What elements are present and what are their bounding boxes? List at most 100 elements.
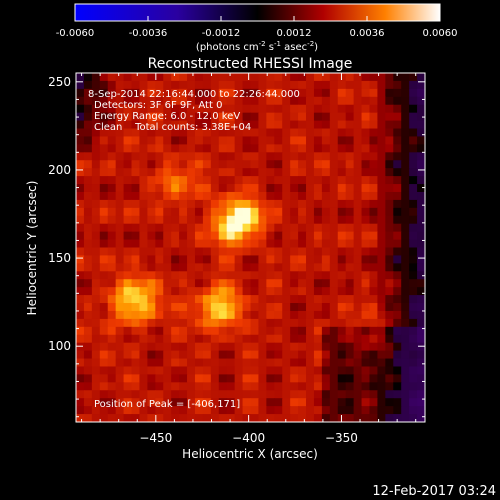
heatmap-cell (115, 160, 125, 169)
heatmap-cell (409, 318, 418, 328)
heatmap-cell (76, 255, 85, 264)
heatmap-cell (274, 342, 283, 352)
heatmap-cell (290, 310, 299, 320)
heatmap-cell (210, 382, 220, 391)
annotation-time-range: 8-Sep-2014 22:16:44.000 to 22:26:44.000 (88, 89, 300, 100)
heatmap-cell (194, 120, 204, 130)
heatmap-cell (83, 88, 93, 98)
heatmap-cell (210, 88, 220, 98)
heatmap-cell (76, 303, 85, 312)
heatmap-cell (361, 207, 371, 217)
heatmap-cell (171, 96, 180, 106)
heatmap-cell (83, 326, 93, 336)
heatmap-cell (76, 112, 85, 122)
heatmap-cell (401, 326, 410, 336)
heatmap-cell (393, 287, 402, 296)
heatmap-cell (226, 73, 236, 82)
heatmap-cell (139, 239, 148, 249)
heatmap-cell (187, 326, 196, 336)
heatmap-cell (313, 414, 323, 422)
heatmap-cell (409, 271, 418, 280)
heatmap-cell (107, 136, 117, 145)
heatmap-cell (99, 96, 109, 106)
heatmap-cell (361, 160, 371, 169)
heatmap-cell (202, 199, 212, 209)
heatmap-cell (147, 120, 156, 130)
heatmap-cell (76, 406, 85, 415)
heatmap-cell (91, 382, 101, 391)
heatmap-cell (321, 96, 331, 106)
heatmap-cell (321, 247, 331, 257)
heatmap-cell (171, 112, 180, 122)
heatmap-cell (99, 88, 109, 98)
heatmap-cell (377, 350, 386, 360)
heatmap-cell (83, 255, 93, 264)
heatmap-cell (91, 279, 101, 288)
heatmap-cell (202, 414, 212, 422)
heatmap-cell (226, 318, 236, 328)
heatmap-cell (99, 112, 109, 122)
heatmap-cell (171, 207, 180, 217)
heatmap-cell (242, 215, 252, 225)
heatmap-cell (361, 73, 371, 82)
heatmap-cell (409, 239, 418, 249)
heatmap-cell (290, 128, 299, 138)
heatmap-cell (123, 358, 133, 368)
heatmap-cell (242, 104, 252, 114)
heatmap-cell (226, 295, 236, 304)
heatmap-cell (298, 184, 307, 193)
heatmap-cell (163, 112, 172, 122)
heatmap-cell (202, 191, 212, 201)
heatmap-cell (337, 112, 347, 122)
heatmap-cell (242, 207, 252, 217)
heatmap-cell (401, 303, 410, 312)
heatmap-cell (226, 366, 236, 376)
heatmap-cell (131, 263, 141, 272)
heatmap-cell (226, 223, 236, 233)
heatmap-cell (76, 199, 85, 209)
heatmap-cell (409, 398, 418, 407)
heatmap-cell (163, 152, 172, 161)
heatmap-cell (282, 271, 291, 280)
heatmap-cell (179, 310, 188, 320)
heatmap-cell (171, 382, 180, 391)
heatmap-cell (250, 231, 260, 241)
heatmap-cell (337, 168, 347, 177)
heatmap-cell (99, 382, 109, 391)
heatmap-cell (377, 287, 386, 296)
heatmap-cell (377, 176, 386, 185)
heatmap-cell (179, 144, 188, 153)
heatmap-cell (76, 247, 85, 257)
heatmap-cell (369, 207, 379, 217)
heatmap-cell (401, 215, 410, 225)
heatmap-cell (290, 215, 299, 225)
heatmap-cell (393, 398, 402, 407)
heatmap-cell (313, 120, 323, 130)
heatmap-cell (194, 334, 204, 344)
heatmap-cell (194, 374, 204, 383)
heatmap-cell (369, 374, 379, 383)
heatmap-cell (313, 136, 323, 145)
heatmap-cell (377, 398, 386, 407)
heatmap-cell (76, 207, 85, 217)
heatmap-cell (306, 144, 315, 153)
heatmap-cell (202, 160, 212, 169)
heatmap-cell (417, 303, 425, 312)
heatmap-cell (417, 414, 425, 422)
heatmap-cell (76, 263, 85, 272)
heatmap-cell (147, 73, 156, 82)
heatmap-cell (345, 366, 355, 376)
heatmap-cell (385, 152, 394, 161)
heatmap-cell (139, 88, 148, 98)
heatmap-cell (107, 414, 117, 422)
heatmap-cell (321, 223, 331, 233)
heatmap-cell (313, 207, 323, 217)
heatmap-cell (194, 144, 204, 153)
heatmap-cell (329, 176, 339, 185)
heatmap-cell (353, 199, 363, 209)
heatmap-cell (274, 247, 283, 257)
heatmap-cell (76, 374, 85, 383)
heatmap-cell (210, 160, 220, 169)
heatmap-cell (194, 191, 204, 201)
